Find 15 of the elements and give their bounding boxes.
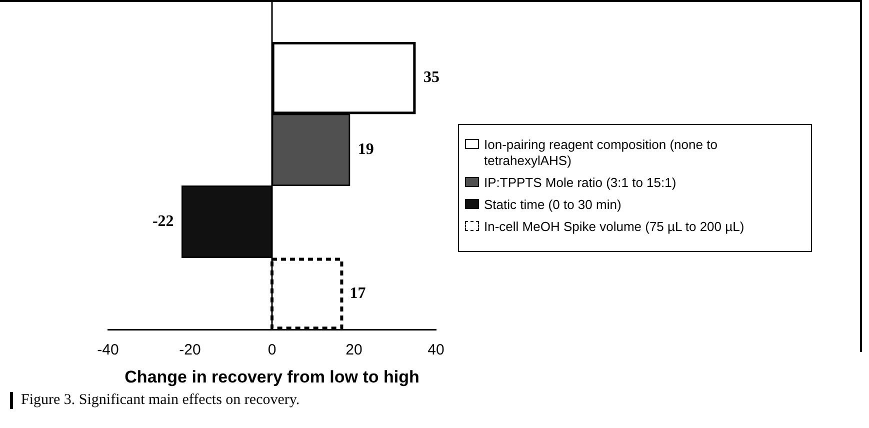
- x-tick-label: 0: [268, 342, 276, 359]
- x-axis-title: Change in recovery from low to high: [124, 367, 420, 386]
- caption: Figure 3. Significant main effects on recovery.: [21, 392, 300, 409]
- x-tick-label: 40: [428, 342, 444, 359]
- data-label: 17: [350, 284, 366, 302]
- x-tick-label: -20: [179, 342, 201, 359]
- x-tick-label: -40: [97, 342, 119, 359]
- legend-label: Static time (0 to 30 min): [484, 197, 622, 213]
- x-tick-label: 20: [346, 342, 362, 359]
- legend-label: In-cell MeOH Spike volume (75 µL to 200 µL): [484, 219, 744, 235]
- legend-label: IP:TPPTS Mole ratio (3:1 to 15:1): [484, 175, 676, 191]
- data-label: 19: [358, 140, 374, 158]
- legend-label: Ion-pairing reagent composition (none to tetrahexylAHS): [484, 137, 718, 169]
- data-label: -22: [152, 212, 174, 230]
- data-label: 35: [424, 69, 440, 86]
